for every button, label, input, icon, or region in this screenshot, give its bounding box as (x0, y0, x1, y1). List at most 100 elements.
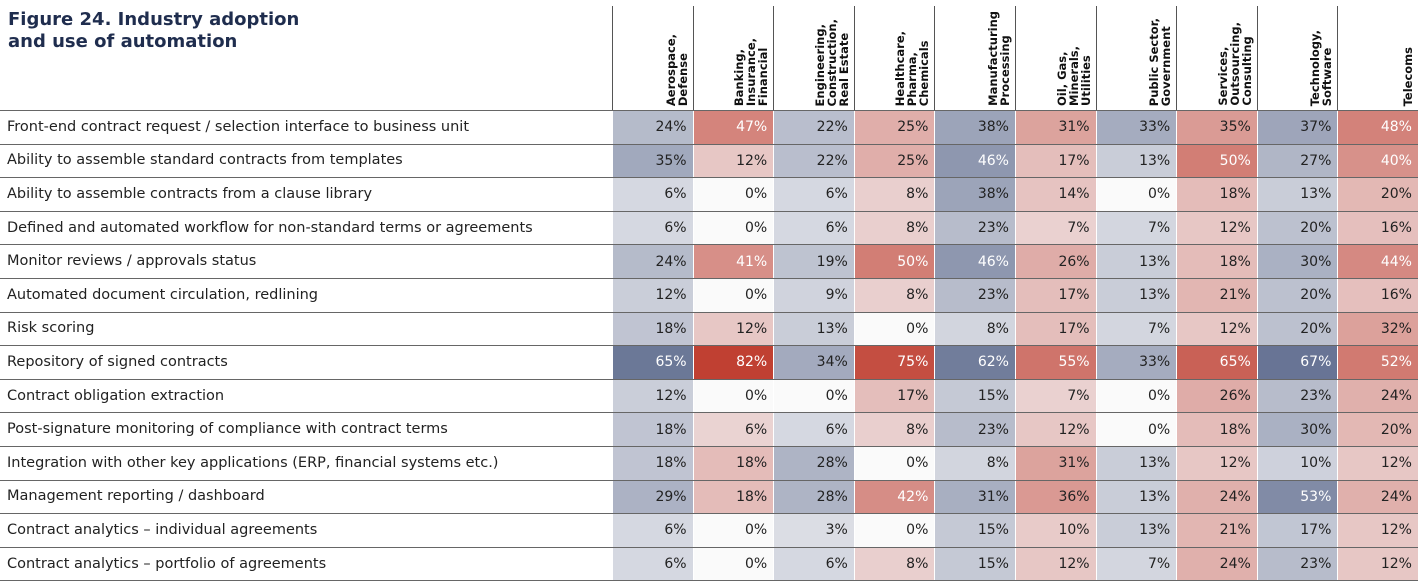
heat-cell: 36% (1015, 480, 1096, 514)
heat-cell: 8% (853, 178, 935, 211)
heat-cell: 30% (1256, 245, 1338, 278)
heat-cell: 12% (1337, 514, 1418, 547)
row-label: Contract obligation extraction (7, 387, 225, 404)
heat-cell: 75% (853, 346, 935, 379)
row-divider (0, 177, 1418, 179)
heat-cell: 8% (934, 312, 1015, 346)
heat-cell: 44% (1337, 245, 1418, 278)
row-label: Integration with other key applications … (7, 454, 499, 471)
heat-cell: 65% (1176, 346, 1257, 379)
row-label: Management reporting / dashboard (7, 488, 265, 505)
heat-cell: 20% (1256, 279, 1338, 312)
figure-title: Figure 24. Industry adoption and use of … (8, 9, 300, 52)
heat-cell: 24% (612, 111, 693, 144)
heat-cell: 24% (1176, 547, 1257, 581)
heat-cell: 48% (1337, 111, 1418, 144)
column-header: Oil, Gas, Minerals, Utilities (1015, 6, 1096, 110)
heat-cell: 22% (773, 144, 854, 178)
heat-cell: 6% (692, 413, 774, 446)
heat-cell: 47% (692, 111, 774, 144)
heat-cell: 18% (692, 480, 774, 514)
heat-cell: 25% (853, 144, 935, 178)
heat-cell: 10% (1015, 514, 1096, 547)
heat-cell: 62% (934, 346, 1015, 379)
heat-cell: 7% (1095, 211, 1177, 245)
heat-cell: 23% (934, 211, 1015, 245)
heat-cell: 32% (1337, 312, 1418, 346)
heat-cell: 8% (934, 447, 1015, 480)
header-line: Real Estate (836, 32, 851, 106)
heat-cell: 0% (1095, 379, 1177, 413)
column-header: Services, Outsourcing, Consulting (1176, 6, 1257, 110)
heat-cell: 6% (612, 514, 693, 547)
header-line: Services, (1215, 46, 1230, 106)
heat-cell: 35% (1176, 111, 1257, 144)
heat-cell: 18% (1176, 413, 1257, 446)
heat-cell: 6% (612, 547, 693, 581)
heat-cell: 34% (773, 346, 854, 379)
row-divider (0, 278, 1418, 279)
header-line: Oil, Gas, (1054, 51, 1069, 106)
row-label: Ability to assemble contracts from a cla… (7, 185, 373, 202)
heat-cell: 37% (1256, 111, 1338, 144)
heat-cell: 20% (1256, 211, 1338, 245)
heat-cell: 25% (853, 111, 935, 144)
heat-cell: 12% (1015, 547, 1096, 581)
heat-cell: 6% (773, 211, 854, 245)
heat-cell: 38% (934, 111, 1015, 144)
heat-cell: 50% (853, 245, 935, 278)
heat-cell: 13% (773, 312, 854, 346)
column-header: Technology, Software (1256, 6, 1338, 110)
heat-cell: 17% (1015, 279, 1096, 312)
heat-cell: 21% (1176, 514, 1257, 547)
heat-cell: 23% (1256, 379, 1338, 413)
heat-cell: 8% (853, 547, 935, 581)
heat-cell: 18% (612, 447, 693, 480)
column-header-text: Engineering, Construction, Real Estate (813, 19, 851, 106)
heat-cell: 46% (934, 144, 1015, 178)
heat-cell: 13% (1095, 279, 1177, 312)
header-line: Minerals, (1066, 46, 1081, 106)
heat-cell: 20% (1337, 413, 1418, 446)
column-header-text: Oil, Gas, Minerals, Utilities (1054, 46, 1093, 106)
heat-cell: 17% (1015, 144, 1096, 178)
heat-cell: 40% (1337, 144, 1418, 178)
heat-cell: 20% (1337, 178, 1418, 211)
heat-cell: 17% (853, 379, 935, 413)
column-header-text: Services, Outsourcing, Consulting (1215, 22, 1254, 106)
row-label: Contract analytics – individual agreemen… (7, 521, 318, 538)
row-divider (0, 580, 1418, 582)
heat-cell: 28% (773, 480, 854, 514)
heat-cell: 18% (1176, 178, 1257, 211)
column-header: Banking, Insurance, Financial (692, 6, 774, 110)
row-divider (0, 513, 1418, 515)
heat-cell: 15% (934, 547, 1015, 581)
row-label: Monitor reviews / approvals status (7, 253, 257, 270)
heat-cell: 33% (1095, 346, 1177, 379)
row-label: Ability to assemble standard contracts f… (7, 152, 403, 169)
column-header-text: Telecoms (1401, 47, 1415, 106)
heat-cell: 55% (1015, 346, 1096, 379)
column-header-text: Banking, Insurance, Financial (732, 38, 770, 106)
row-label: Defined and automated workflow for non-s… (7, 219, 533, 236)
heat-cell: 30% (1256, 413, 1338, 446)
heat-cell: 31% (934, 480, 1015, 514)
heat-cell: 7% (1095, 547, 1177, 581)
column-header-text: Manufacturing Processing (986, 11, 1012, 106)
row-divider (0, 446, 1418, 447)
heat-cell: 0% (692, 547, 774, 581)
heat-cell: 21% (1176, 279, 1257, 312)
heat-cell: 26% (1015, 245, 1096, 278)
heat-cell: 6% (773, 178, 854, 211)
heat-cell: 9% (773, 279, 854, 312)
heat-cell: 0% (853, 447, 935, 480)
heat-cell: 0% (692, 178, 774, 211)
heat-cell: 31% (1015, 447, 1096, 480)
heat-cell: 35% (612, 144, 693, 178)
heat-cell: 12% (1015, 413, 1096, 446)
heat-cell: 14% (1015, 178, 1096, 211)
heat-cell: 7% (1095, 312, 1177, 346)
heat-cell: 65% (612, 346, 693, 379)
heat-cell: 12% (612, 279, 693, 312)
